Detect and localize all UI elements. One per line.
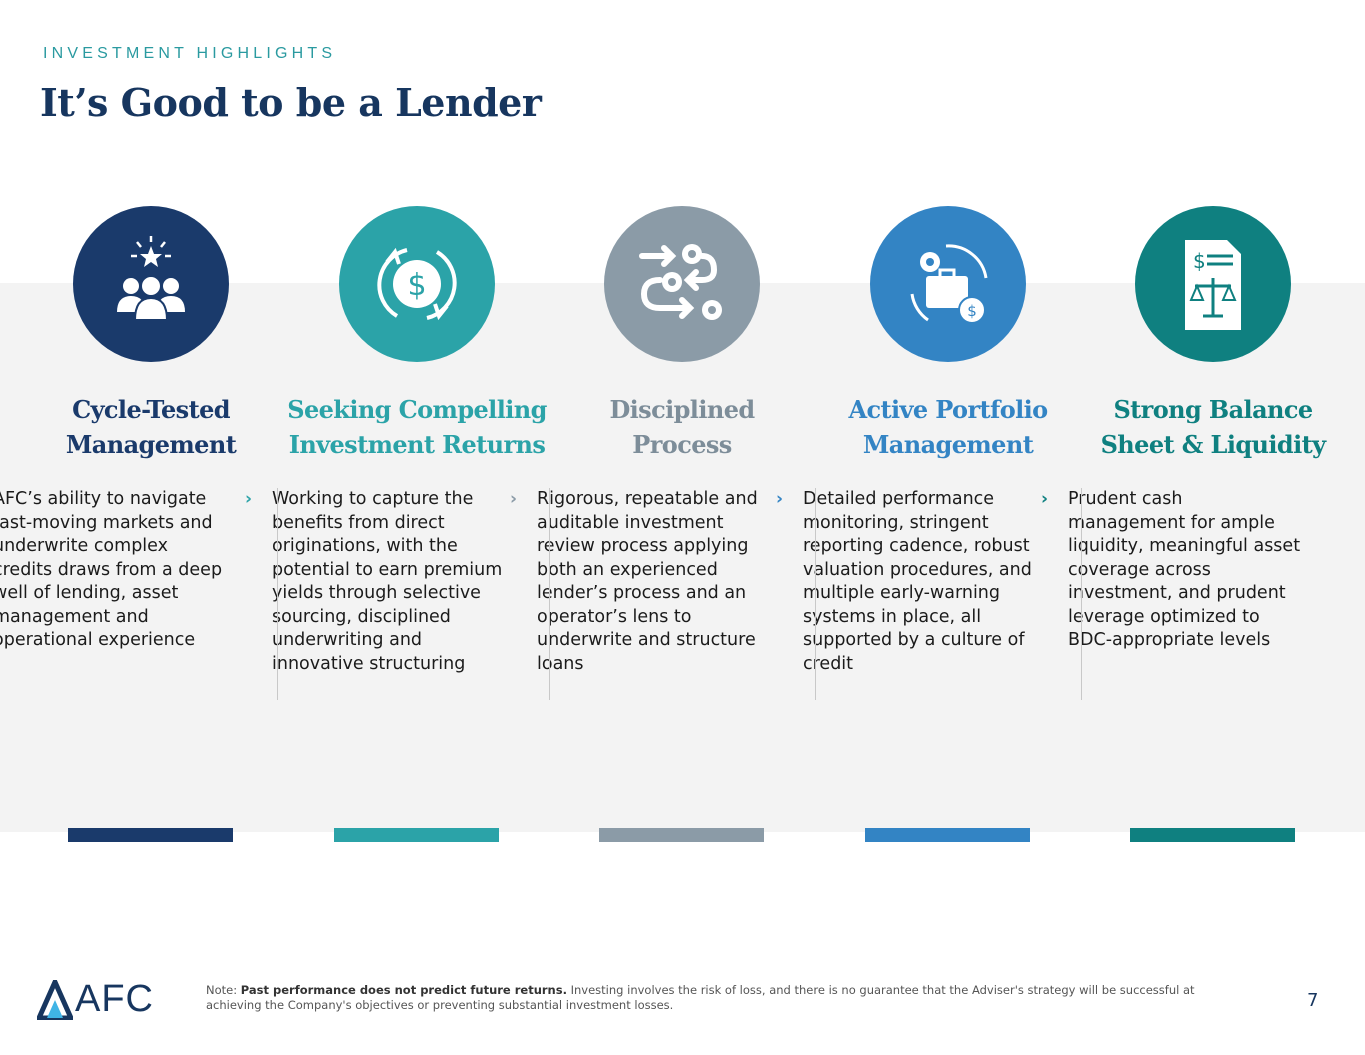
column-text: › Working to capture the benefits from di… [212,488,512,676]
accent-bar [1130,828,1295,842]
chevron-right-icon: › [245,489,253,509]
title-line: Seeking Compelling [287,395,547,424]
title-line: Strong Balance [1113,395,1313,424]
afc-logo: AFC [37,978,154,1021]
accent-bar [865,828,1030,842]
process-gears-icon [604,206,760,362]
bullet-text: Detailed performance monitoring, stringe… [803,489,1032,674]
bullet-text: Rigorous, repeatable and auditable inves… [537,489,758,674]
column-text: › Detailed performance monitoring, string… [743,488,1043,676]
title-line: Disciplined [609,395,755,424]
column-divider [1081,488,1082,700]
column-divider [277,488,278,700]
note-prefix: Note: [206,983,241,997]
column-divider [549,488,550,700]
section-eyebrow: INVESTMENT HIGHLIGHTS [43,45,337,62]
note-bold: Past performance does not predict future… [240,983,567,997]
title-line: Management [65,430,237,459]
bullet-text: Working to capture the benefits from dir… [272,489,503,674]
column-title: Seeking Compelling Investment Returns [284,392,550,462]
note-rest: Investing involves the risk of loss, and… [206,983,1195,1012]
accent-bar [334,828,499,842]
accent-bar [599,828,764,842]
svg-text:$: $ [1193,249,1206,273]
column-text: ›AFC’s ability to navigate fast-moving m… [0,488,233,653]
svg-text:$: $ [407,268,426,303]
column-divider [815,488,816,700]
title-line: Process [632,430,732,459]
title-line: Investment Returns [288,430,546,459]
footnote: Note: Past performance does not predict … [206,983,1216,1012]
title-line: Sheet & Liquidity [1100,430,1326,459]
page-number: 7 [1307,990,1319,1011]
balance-sheet-icon: $ [1135,206,1291,362]
column-title: Strong Balance Sheet & Liquidity [1080,392,1346,462]
dollar-cycle-icon: $ [339,206,495,362]
title-line: Cycle-Tested [72,395,230,424]
team-star-icon [73,206,229,362]
bullet-text: Prudent cash management for ample liquid… [1068,489,1301,650]
svg-text:$: $ [967,302,977,320]
column-title: Disciplined Process [549,392,815,462]
portfolio-briefcase-icon: $ [870,206,1026,362]
title-line: Active Portfolio [848,395,1048,424]
content-band [0,283,1365,832]
column-title: Active Portfolio Management [815,392,1081,462]
chevron-right-icon: › [510,489,518,509]
column-text: › Rigorous, repeatable and auditable inve… [477,488,777,676]
title-line: Management [862,430,1034,459]
chevron-right-icon: › [1041,489,1049,509]
bullet-text: AFC’s ability to navigate fast-moving ma… [0,489,223,650]
chevron-right-icon: › [776,489,784,509]
page-title: It’s Good to be a Lender [40,80,542,125]
accent-bar [68,828,233,842]
column-text: › Prudent cash management for ample liqui… [1008,488,1308,653]
column-title: Cycle-Tested Management [18,392,284,462]
